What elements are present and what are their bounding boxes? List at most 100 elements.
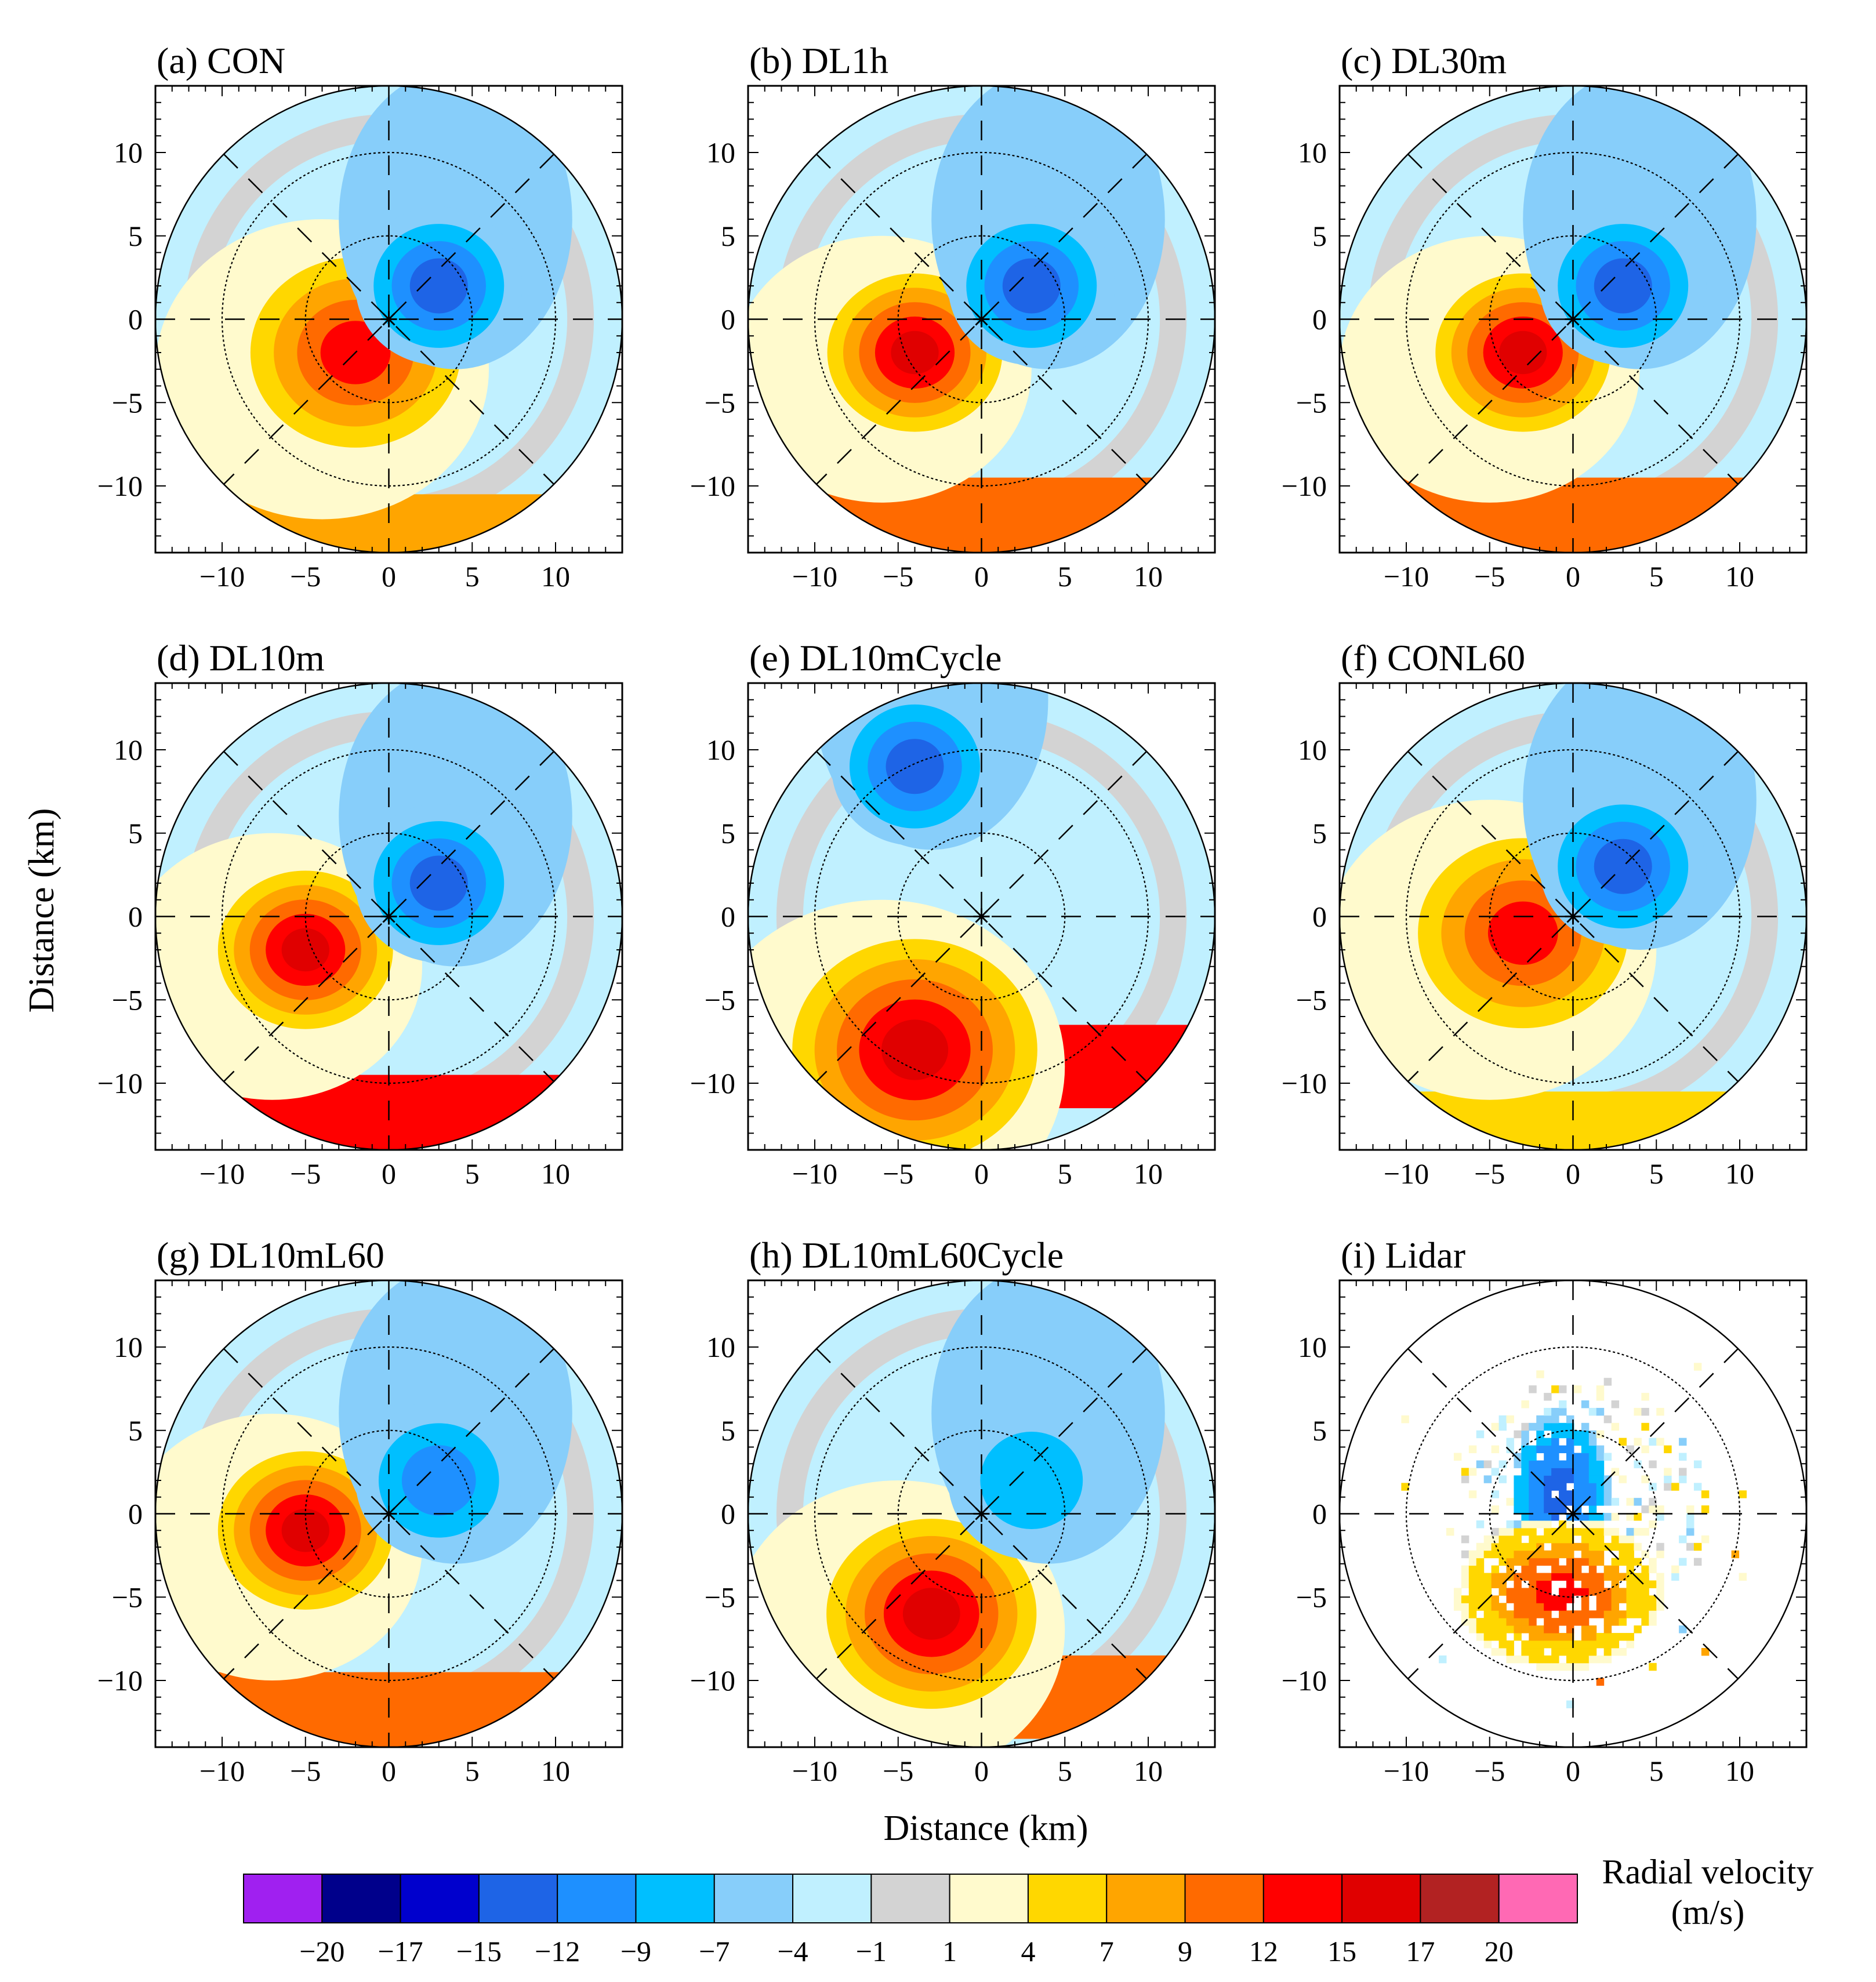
lidar-obs [1626,1595,1634,1603]
lidar-obs [1476,1633,1485,1641]
lidar-obs [1521,1588,1529,1596]
lidar-obs [1588,1610,1597,1618]
lidar-obs [1491,1445,1500,1454]
lidar-obs [1529,1513,1537,1521]
field-positive-core [1499,331,1547,375]
lidar-obs [1693,1460,1702,1468]
lidar-obs [1551,1483,1559,1491]
lidar-obs [1566,1460,1574,1468]
lidar-obs [1566,1610,1574,1618]
colorbar-tick-label: 12 [1249,1935,1278,1968]
lidar-obs [1536,1445,1544,1454]
colorbar-tick-label: −1 [856,1935,887,1968]
lidar-obs [1649,1662,1657,1671]
colorbar-tick-label: −17 [378,1935,423,1968]
lidar-obs [1544,1655,1552,1664]
panel-3: −10 −5 0 5 10 10 5 0 −5 −10 (c) DL30m [1282,40,1808,593]
x-tick-label: −5 [1474,1157,1505,1190]
lidar-obs [1529,1475,1537,1483]
lidar-obs [1559,1407,1567,1416]
lidar-obs [1649,1460,1657,1468]
lidar-obs [1588,1625,1597,1633]
lidar-obs [1529,1588,1537,1596]
lidar-obs [1506,1535,1514,1544]
lidar-obs [1529,1610,1537,1618]
lidar-obs [1566,1475,1574,1483]
lidar-obs [1619,1618,1627,1626]
lidar-obs [1596,1558,1605,1566]
radial-line [816,751,1147,1082]
lidar-obs [1529,1542,1537,1551]
lidar-obs [1573,1565,1582,1574]
lidar-obs [1566,1445,1574,1454]
lidar-obs [1686,1505,1694,1513]
lidar-obs [1514,1558,1522,1566]
lidar-obs [1476,1625,1485,1633]
lidar-obs [1514,1527,1522,1536]
lidar-obs [1536,1422,1544,1431]
lidar-obs [1634,1542,1642,1551]
y-tick-label: 5 [128,1414,143,1447]
lidar-obs [1588,1445,1597,1454]
x-tick-label: −10 [792,1755,837,1787]
lidar-obs [1559,1445,1567,1454]
radial-line [1407,751,1739,1082]
lidar-obs [1634,1603,1642,1611]
panel-title: (a) CON [157,40,285,81]
lidar-obs [1619,1438,1627,1446]
radar-center-marker [1565,908,1581,925]
lidar-obs [1559,1527,1567,1536]
lidar-obs [1588,1483,1597,1491]
lidar-obs [1588,1558,1597,1566]
x-tick-label: −10 [199,560,245,593]
field-positive-core [1487,901,1558,965]
lidar-obs [1649,1610,1657,1618]
lidar-obs [1566,1527,1574,1536]
radar-center-marker [973,311,990,328]
lidar-obs [1529,1603,1537,1611]
lidar-obs [1634,1527,1642,1536]
lidar-obs [1521,1475,1529,1483]
lidar-obs [1611,1498,1620,1506]
lidar-obs [1483,1618,1492,1626]
colorbar-tick-label: 1 [942,1935,957,1968]
lidar-obs [1603,1610,1612,1618]
lidar-obs [1611,1633,1620,1641]
lidar-obs [1551,1498,1559,1506]
lidar-obs [1559,1535,1567,1544]
lidar-obs [1483,1542,1492,1551]
lidar-obs [1626,1445,1634,1454]
lidar-obs [1566,1415,1574,1424]
lidar-obs [1603,1603,1612,1611]
lidar-obs [1596,1573,1605,1581]
lidar-obs [1521,1400,1529,1409]
lidar-obs [1619,1558,1627,1566]
lidar-obs [1581,1490,1590,1498]
radial-line [223,751,554,1082]
y-tick-label: −10 [690,1067,735,1099]
lidar-obs [1521,1640,1529,1649]
lidar-obs [1401,1415,1409,1424]
lidar-obs [1498,1647,1507,1656]
lidar-obs [1514,1610,1522,1618]
lidar-obs [1514,1505,1522,1513]
colorbar-swatch [243,1874,323,1923]
lidar-obs [1634,1580,1642,1588]
lidar-obs [1686,1520,1694,1529]
field-negative-core [886,739,944,794]
lidar-obs [1491,1603,1500,1611]
lidar-obs [1566,1573,1574,1581]
lidar-obs [1476,1542,1485,1551]
lidar-obs [1536,1662,1544,1671]
lidar-obs [1641,1573,1649,1581]
lidar-obs [1603,1655,1612,1664]
lidar-obs [1521,1550,1529,1559]
lidar-obs [1603,1415,1612,1424]
lidar-obs [1498,1527,1507,1536]
lidar-obs [1634,1610,1642,1618]
lidar-obs [1536,1595,1544,1603]
lidar-obs [1596,1588,1605,1596]
x-tick-label: −10 [792,560,837,593]
lidar-obs [1498,1550,1507,1559]
lidar-obs [1619,1633,1627,1641]
